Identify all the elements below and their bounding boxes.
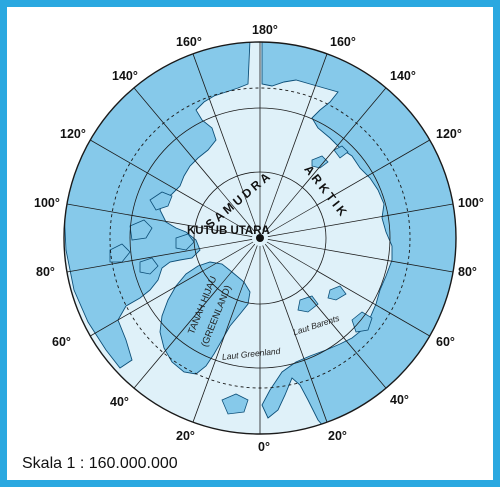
inner-meridian-line [266,204,318,235]
meridian-line [66,203,196,227]
meridian-line [133,87,218,188]
lon-label-80-left: 80° [36,265,55,279]
canadian-islands [109,191,195,275]
lon-label-20-right: 20° [328,429,347,443]
meridian-line [133,288,218,389]
inner-meridian-line [267,226,326,237]
inner-meridian-line [217,187,256,233]
lon-label-20-left: 20° [176,429,195,443]
inner-meridian-line [217,243,256,289]
lon-label-80-right: 80° [458,265,477,279]
inner-meridian-line [262,245,283,301]
north-pole-label: KUTUB UTARA [187,225,270,237]
map-scale: Skala 1 : 160.000.000 [22,455,178,472]
meridian-line [90,139,204,206]
inner-meridian-line [262,175,283,231]
inner-meridian-line [194,239,253,250]
meridian-line [324,203,454,227]
lon-label-160-right: 160° [330,35,356,49]
inner-meridian-line [202,204,254,235]
lon-label-120-left: 120° [60,127,86,141]
land-masses [64,42,456,434]
meridian-line [316,139,430,206]
meridian-line [282,299,328,423]
lon-label-60-left: 60° [52,335,71,349]
inner-meridian-line [237,245,258,301]
meridian-line [282,53,328,177]
meridian-line [316,270,430,337]
lon-label-40-right: 40° [390,393,409,407]
lon-label-120-right: 120° [436,127,462,141]
meridian-line [302,87,387,188]
meridian-line [302,288,387,389]
greenland-land [159,261,251,375]
lon-label-60-right: 60° [436,335,455,349]
meridian-lines [66,42,454,434]
inner-meridian-line [264,187,303,233]
lon-label-100-left: 100° [34,196,60,210]
inner-meridian-line [194,226,253,237]
meridian-line [324,249,454,273]
lon-label-180: 180° [252,23,278,37]
lon-label-0: 0° [258,440,270,454]
north-pole-dot [256,234,264,242]
meridian-line [66,249,196,273]
lon-label-140-right: 140° [390,69,416,83]
meridian-line [192,299,238,423]
lon-label-160-left: 160° [176,35,202,49]
inner-meridian-line [264,243,303,289]
inner-meridian-line [266,241,318,272]
lon-label-100-right: 100° [458,196,484,210]
iceland-land [221,393,249,415]
map-rim [63,41,457,435]
inner-meridian-line [267,239,326,250]
meridian-line [192,53,238,177]
lon-label-40-left: 40° [110,395,129,409]
inner-meridian-line [202,241,254,272]
lon-label-140-left: 140° [112,69,138,83]
inner-meridian-line [237,175,258,231]
meridian-line [90,270,204,337]
arctic-islands-east [297,145,373,333]
